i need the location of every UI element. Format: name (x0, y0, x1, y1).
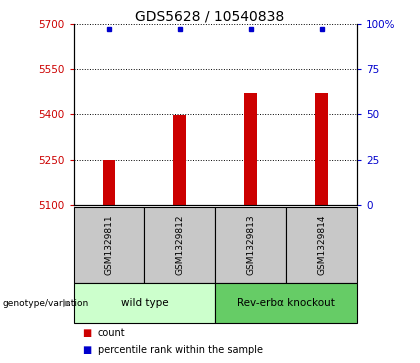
Text: wild type: wild type (121, 298, 168, 308)
Text: GSM1329812: GSM1329812 (175, 215, 184, 275)
Text: count: count (98, 328, 126, 338)
Bar (102, 160, 116, 205)
Text: genotype/variation: genotype/variation (2, 299, 88, 307)
Text: GSM1329813: GSM1329813 (246, 215, 255, 276)
Text: Rev-erbα knockout: Rev-erbα knockout (237, 298, 335, 308)
Text: GSM1329814: GSM1329814 (317, 215, 326, 275)
Bar (173, 115, 186, 205)
Bar (315, 93, 328, 205)
Text: ▶: ▶ (63, 298, 70, 308)
Bar (244, 93, 257, 205)
Text: ■: ■ (82, 328, 91, 338)
Text: ■: ■ (82, 345, 91, 355)
Text: GDS5628 / 10540838: GDS5628 / 10540838 (135, 9, 285, 23)
Text: percentile rank within the sample: percentile rank within the sample (98, 345, 263, 355)
Text: GSM1329811: GSM1329811 (105, 215, 113, 276)
